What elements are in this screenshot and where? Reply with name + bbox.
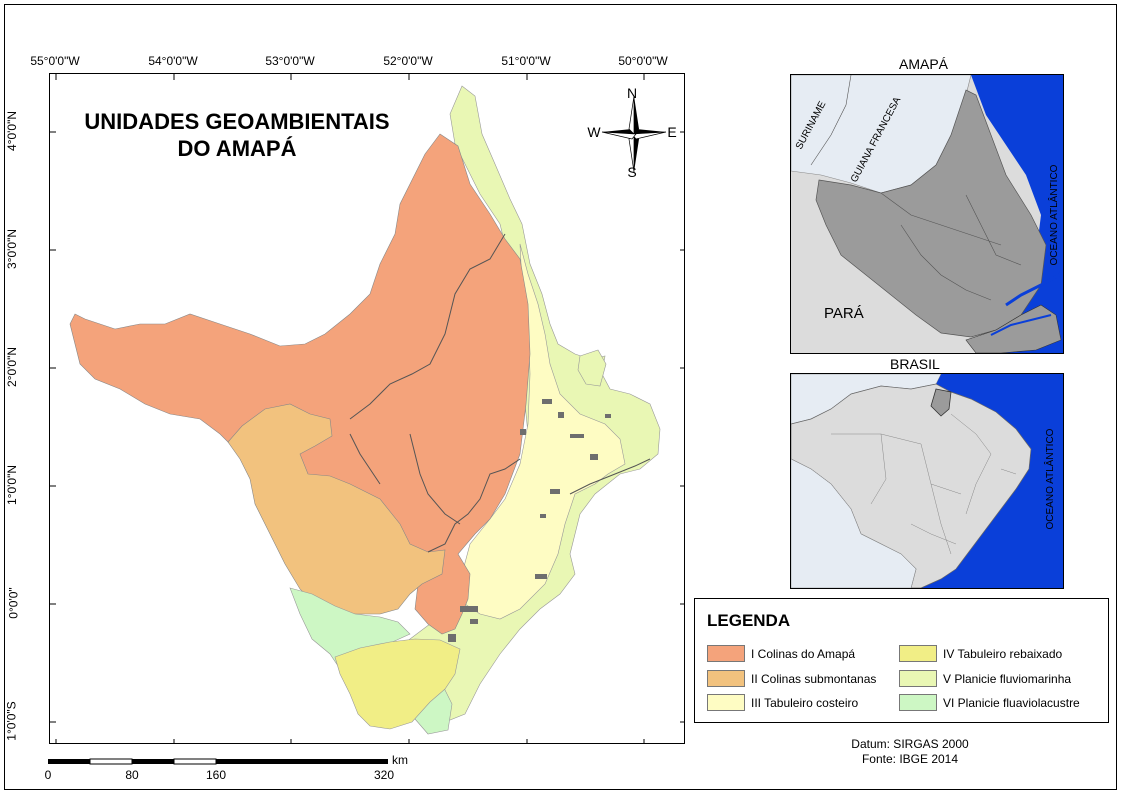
inset-amapa-title: AMAPÁ — [899, 56, 949, 72]
credits: Datum: SIRGAS 2000 Fonte: IBGE 2014 — [820, 737, 1000, 767]
compass-east: E — [667, 124, 676, 140]
inset-amapa-canvas: SURINAME GUIANA FRANCESA PARÁ OCEANO ATL… — [791, 75, 1063, 353]
inset-brasil-canvas: OCEANO ATLÂNTICO — [791, 374, 1063, 588]
legend-label: IV Tabuleiro rebaixado — [943, 646, 1063, 661]
legend-swatch — [899, 670, 937, 687]
longitude-label: 51°0'0"W — [501, 54, 551, 68]
longitude-label: 55°0'0"W — [30, 54, 80, 68]
legend-item: VI Planicie fluaviolacustre — [899, 694, 1080, 711]
inset-brasil-ocean: OCEANO ATLÂNTICO — [1043, 428, 1056, 529]
legend-label: V Planicie fluviomarinha — [943, 671, 1072, 686]
map-title: UNIDADES GEOAMBIENTAIS DO AMAPÁ — [72, 108, 402, 162]
legend: LEGENDA I Colinas do Amapá II Colinas su… — [694, 598, 1109, 723]
legend-swatch — [707, 645, 745, 662]
inset-brasil: OCEANO ATLÂNTICO — [790, 373, 1064, 589]
longitude-label: 54°0'0"W — [148, 54, 198, 68]
legend-label: VI Planicie fluaviolacustre — [943, 695, 1080, 710]
unit-colinas-submontanas — [227, 403, 446, 615]
latitude-label: 0°0'0" — [6, 587, 21, 619]
compass-rose-icon: N S E W — [587, 85, 676, 180]
map-title-line1: UNIDADES GEOAMBIENTAIS — [84, 109, 390, 134]
credits-datum: Datum: SIRGAS 2000 — [851, 737, 969, 751]
legend-swatch — [899, 645, 937, 662]
inset-label-para: PARÁ — [824, 305, 864, 322]
unit-tabuleiro-costeiro — [461, 243, 626, 620]
latitude-label: 3°0'0"N — [5, 228, 20, 270]
legend-title: LEGENDA — [707, 611, 791, 630]
unit-planicie-fluaviolacustre — [289, 587, 411, 670]
main-map-canvas — [50, 74, 684, 743]
unit-planicie-fluviomarinha-island — [577, 349, 607, 387]
legend-item: III Tabuleiro costeiro — [707, 694, 858, 711]
legend-swatch — [707, 694, 745, 711]
map-title-line2: DO AMAPÁ — [177, 136, 297, 161]
legend-label: I Colinas do Amapá — [751, 646, 856, 661]
legend-item: V Planicie fluviomarinha — [899, 670, 1071, 687]
scale-unit: km — [392, 753, 408, 767]
inset-brasil-title: BRASIL — [890, 356, 940, 372]
latitude-label: 2°0'0"N — [5, 346, 20, 388]
compass-west: W — [587, 124, 601, 140]
inset-amapa: SURINAME GUIANA FRANCESA PARÁ OCEANO ATL… — [790, 74, 1064, 354]
lakes — [448, 399, 611, 642]
credits-source: Fonte: IBGE 2014 — [861, 752, 959, 766]
legend-item: II Colinas submontanas — [707, 670, 876, 687]
latitude-label: 1°0'0"S — [4, 701, 19, 741]
inset-label-ocean: OCEANO ATLÂNTICO — [1047, 164, 1060, 265]
map-frame — [4, 4, 1117, 790]
scale-label: 160 — [205, 768, 227, 782]
compass-north: N — [627, 85, 637, 101]
legend-swatch — [899, 694, 937, 711]
longitude-label: 53°0'0"W — [265, 54, 315, 68]
legend-item: I Colinas do Amapá — [707, 645, 855, 662]
latitude-label: 4°0'0"N — [5, 110, 20, 152]
scale-label: 320 — [373, 768, 395, 782]
scale-bar — [48, 758, 388, 765]
legend-swatch — [707, 670, 745, 687]
compass-south: S — [627, 164, 636, 180]
longitude-label: 52°0'0"W — [383, 54, 433, 68]
legend-label: II Colinas submontanas — [751, 671, 877, 686]
scale-label: 80 — [125, 768, 139, 782]
latitude-label: 1°0'0"N — [5, 464, 20, 506]
legend-label: III Tabuleiro costeiro — [751, 695, 859, 710]
main-map — [49, 73, 685, 744]
unit-tabuleiro-rebaixado — [334, 638, 461, 730]
rivers — [349, 233, 651, 553]
legend-item: IV Tabuleiro rebaixado — [899, 645, 1062, 662]
longitude-label: 50°0'0"W — [618, 54, 668, 68]
scale-label: 0 — [44, 768, 52, 782]
